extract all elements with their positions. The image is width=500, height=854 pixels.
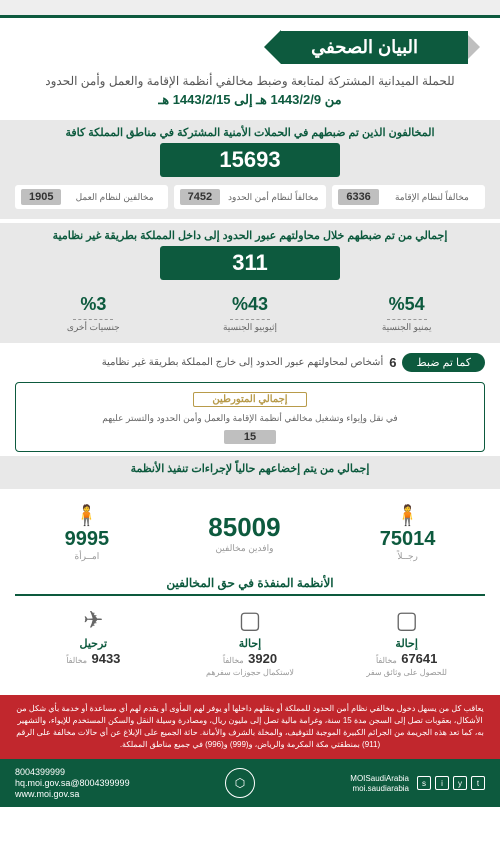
social-icons: t y i s [417,776,485,790]
pct-label: إثيوبيو الجنسية [172,322,329,333]
stat-cell: مخالفاً لنظام الإقامة 6336 [332,185,485,209]
pct-value: %54 [328,294,485,315]
instagram-icon: i [435,776,449,790]
pct-value: %43 [172,294,329,315]
handle-2: moi.saudiarabia [350,784,409,793]
demo-women: 🧍9995امــرأة [65,503,110,562]
pct-item: %54 يمنيو الجنسية [328,294,485,333]
woman-icon: 🧍 [74,505,99,527]
twitter-icon: t [471,776,485,790]
action-item: ▢ إحالة67641 مخالفاً للحصول على وثائق سفر [328,606,485,677]
footer-left: t y i s MOISaudiArabia moi.saudiarabia [350,774,485,793]
stat-label: مخالفاً لنظام أمن الحدود [226,192,320,203]
action-item: ▢ إحالة3920 مخالفاً لاستكمال حجوزات سفرهم [172,606,329,677]
section-inbound: إجمالي من تم ضبطهم خلال محاولتهم عبور ال… [0,223,500,343]
demo-value: 75014 [380,528,436,551]
total-inbound: 311 [160,246,340,280]
demo-men: 🧍75014رجــلاً [380,503,436,562]
title-chevron [466,33,480,61]
plane-icon: ✈ [15,606,172,635]
action-label: إحالة [328,637,485,650]
outbound-row: كما تم ضبط 6 أشخاص لمحاولتهم عبور الحدود… [0,347,500,378]
divider [230,319,270,320]
pct-value: %3 [15,294,172,315]
action-label: إحالة [172,637,329,650]
action-item: ✈ ترحيل9433 مخالفاً [15,606,172,677]
demographics: 🧍75014رجــلاً 85009وافدين مخالفين 🧍9995ا… [0,493,500,572]
stat-cell: مخالفاً لنظام أمن الحدود 7452 [174,185,327,209]
stat-cell: مخالفين لنظام العمل 1905 [15,185,168,209]
phone: 8004399999 [15,767,65,777]
email: 8004399999@hq.moi.gov.sa [15,778,130,788]
nationality-breakdown: %54 يمنيو الجنسية %43 إثيوبيو الجنسية %3 جن… [15,288,485,333]
demo-label: امــرأة [65,551,110,562]
stat-label: مخالفاً لنظام الإقامة [385,192,479,203]
section-violators: المخالفون الذين تم ضبطهم في الحملات الأم… [0,120,500,219]
website: www.moi.gov.sa [15,789,79,799]
pct-label: جنسيات أخرى [15,322,172,333]
action-unit: مخالفاً [376,656,397,665]
section-heading: إجمالي من تم ضبطهم خلال محاولتهم عبور ال… [15,229,485,246]
subtitle-2: من 1443/2/9 هـ إلى 1443/2/15 هـ [0,90,500,116]
demo-value: 85009 [208,512,280,543]
man-icon: 🧍 [395,505,420,527]
total-violators: 15693 [160,143,340,177]
actions-row: ▢إحالة67641 مخالفاًللحصول على وثائق سفر … [0,596,500,687]
snapchat-icon: s [417,776,431,790]
divider [73,319,113,320]
pct-item: %43 إثيوبيو الجنسية [172,294,329,333]
action-unit: مخالفاً [223,656,244,665]
section-heading: إجمالي من يتم إخضاعهم حالياً لإجراءات تن… [15,462,485,479]
youtube-icon: y [453,776,467,790]
demo-label: رجــلاً [380,551,436,562]
action-note: للحصول على وثائق سفر [328,668,485,677]
top-bar [0,0,500,18]
section-heading: المخالفون الذين تم ضبطهم في الحملات الأم… [15,126,485,143]
stat-value: 1905 [21,189,61,205]
stat-value: 6336 [338,189,378,205]
passport-icon: ▢ [328,606,485,635]
accomplice-count: 15 [224,430,276,444]
accomplice-label: إجمالي المتورطين [193,392,306,407]
demo-label: وافدين مخالفين [208,543,280,554]
footer: t y i s MOISaudiArabia moi.saudiarabia ⬡… [0,759,500,807]
accomplice-text: في نقل وإيواء وتشغيل مخالفي أنظمة الإقام… [22,411,478,426]
title-tail [264,30,281,64]
demo-total: 85009وافدين مخالفين [208,512,280,554]
action-unit: مخالفاً [66,656,87,665]
subtitle-1: للحملة الميدانية المشتركة لمتابعة وضبط م… [0,72,500,90]
outbound-count: 6 [389,355,396,370]
warning-box: يعاقب كل من يسهل دخول مخالفي نظام أمن ال… [0,695,500,759]
actions-heading: الأنظمة المنفذة في حق المخالفين [15,572,485,596]
handles: MOISaudiArabia moi.saudiarabia [350,774,409,793]
outbound-text: أشخاص لمحاولتهم عبور الحدود إلى خارج الم… [102,357,384,368]
action-value: 3920 [248,651,277,666]
outbound-pill: كما تم ضبط [402,353,485,372]
pct-label: يمنيو الجنسية [328,322,485,333]
moi-logo: ⬡ [225,768,255,798]
document-icon: ▢ [172,606,329,635]
title-row: البيان الصحفي [0,18,500,72]
action-label: ترحيل [15,637,172,650]
stat-value: 7452 [180,189,220,205]
divider [387,319,427,320]
action-value: 9433 [91,651,120,666]
action-note: لاستكمال حجوزات سفرهم [172,668,329,677]
handle-1: MOISaudiArabia [350,774,409,783]
footer-right: 8004399999 8004399999@hq.moi.gov.sa www.… [15,767,130,799]
stat-label: مخالفين لنظام العمل [67,192,161,203]
accomplice-box: إجمالي المتورطين في نقل وإيواء وتشغيل مخ… [15,382,485,452]
action-value: 67641 [401,651,437,666]
demo-value: 9995 [65,528,110,551]
section-processing: إجمالي من يتم إخضاعهم حالياً لإجراءات تن… [0,456,500,489]
page-title: البيان الصحفي [281,31,468,64]
violators-breakdown: مخالفاً لنظام الإقامة 6336 مخالفاً لنظام … [15,185,485,209]
pct-item: %3 جنسيات أخرى [15,294,172,333]
